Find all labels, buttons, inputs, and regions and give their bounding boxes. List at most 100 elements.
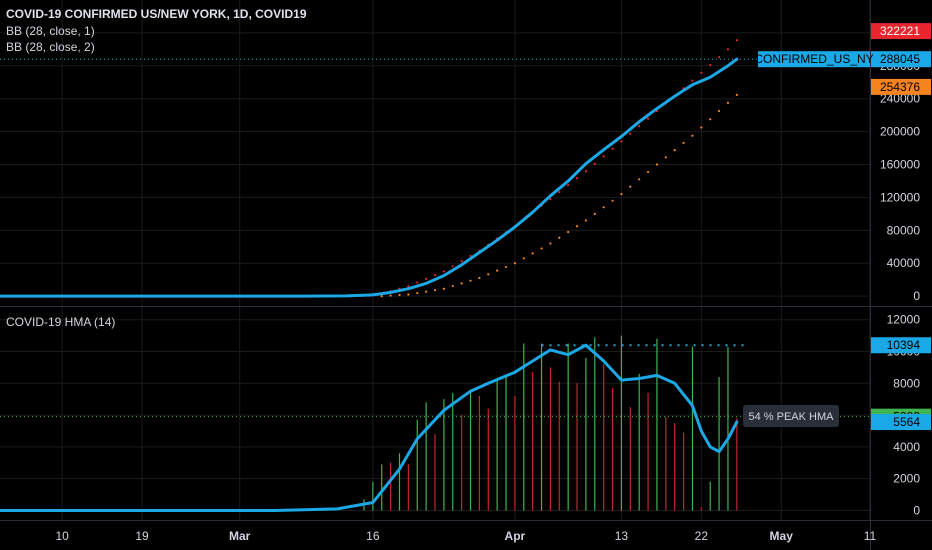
y-tick-label: 120000 [880,190,920,204]
series-line-confirmed-us-ny [0,57,739,298]
bb-lower-band-dot [717,109,721,113]
bb-lower-band-dot [735,93,738,96]
bb-upper-band-dot [735,39,738,42]
hma-value-tag: 5564 [871,414,931,431]
bb-lower-band-dot [478,276,481,280]
bb-lower-band-dot [425,290,428,293]
bb-lower-band-dot [646,170,650,174]
y-tick-label: 0 [913,289,920,303]
x-tick-label: 16 [366,529,380,543]
peak-value-tag-text: 10394 [887,338,921,352]
bb-upper-band-dot [407,285,410,288]
y-tick-label: 160000 [880,158,920,172]
bb-lower-band-dot [496,269,499,272]
series-name-tag: CONFIRMED_US_NY [754,51,874,68]
bb-upper-band-dot [726,48,730,51]
daily-bars [363,335,738,511]
bb-lower-band-dot [380,295,383,298]
close-value-tag-text: 288045 [880,52,920,66]
bb-lower-band-dot [682,141,685,145]
time-axis: 10 19 Mar 16 Apr 13 22 May 11 [55,529,876,543]
y-tick-label: 12000 [887,313,921,327]
bb-lower-band-dot [416,291,419,295]
bb-lower-band-dot [398,293,401,297]
bb-lower-band-dot [700,126,703,129]
bb-upper-value-tag-text: 322221 [880,24,920,38]
peak-annotation-text: 54 % PEAK HMA [749,411,835,423]
hma-line [0,343,739,512]
bb-upper-band-dot [442,270,445,273]
y-tick-label: 80000 [887,223,921,237]
bb-lower-band-dot [540,247,543,250]
hma-value-tag-text: 5564 [893,415,920,429]
x-tick-label: 10 [55,529,69,543]
bb-lower-band-dot [638,178,641,181]
x-tick-label: Apr [505,529,526,543]
x-tick-label: 22 [695,529,709,543]
bb-lower-band-dot [567,230,570,234]
bb-lower-value-tag: 254376 [871,78,931,95]
series-name-tag-text: CONFIRMED_US_NY [754,52,873,66]
bb-lower-band-dot [504,265,508,269]
bb-lower-band-dot [593,212,596,215]
bb-lower-band-dot [451,284,454,288]
bb-upper-band-dot [700,71,703,74]
bb-upper-band-dot [629,132,632,135]
bb-upper-band-dot [646,117,650,120]
bb-lower-band-dot [487,273,490,276]
hma-pane-title[interactable]: COVID-19 HMA (14) [6,315,116,329]
bb-lower-band-dot [611,199,614,202]
bb-lower-band-dot [558,236,561,239]
bb-lower-band-dot [513,262,516,265]
bb-lower-band-dot [575,225,579,228]
bb-lower-band [380,93,738,298]
bb-upper-band-dot [584,169,588,173]
y-tick-label: 240000 [880,92,920,106]
bb-upper-band-dot [567,183,570,187]
bb-upper-band-dot [602,155,605,158]
bb-lower-band-dot [469,279,472,282]
x-tick-label: 19 [135,529,149,543]
peak-annotation-bg [743,405,839,428]
bb-lower-band-dot [522,257,525,260]
bb-lower-band-dot [389,294,392,297]
bb-upper-band-dot [549,197,552,201]
bb-upper-band-dot [451,265,454,268]
bb-upper-band-dot [717,56,721,59]
x-tick-label: May [770,529,794,543]
bb-lower-value-tag-text: 254376 [880,80,920,94]
close-value-tag: 288045 [871,51,931,68]
bb-lower-band-dot [673,149,676,152]
grid-lines [0,0,871,520]
bb-lower-band-dot [433,289,437,292]
bb-upper-band-dot [558,190,561,194]
bb-upper-value-tag-bg [871,23,931,40]
y-tick-label: 4000 [893,440,920,454]
bb-lower-value-tag-bg [871,78,931,95]
bb-upper-band-dot [425,277,428,280]
bb-lower-band-dot [442,287,445,290]
bb-lower-band-dot [629,185,632,188]
x-tick-label: 13 [615,529,629,543]
bb-lower-band-dot [664,156,667,159]
peak-annotation: 54 % PEAK HMA [743,405,839,428]
bb-lower-band-dot [549,242,552,245]
indicator-bb-2-label[interactable]: BB (28, close, 2) [6,40,95,54]
y-tick-label: 40000 [887,256,921,270]
bb-upper-band-dot [611,147,614,150]
bb-lower-band-dot [460,282,463,285]
bollinger-bands [380,39,738,298]
y-tick-label: 8000 [893,376,920,390]
y-tick-label: 2000 [893,472,920,486]
bb-upper-band-dot [460,260,463,263]
bb-upper-band-dot [691,79,694,82]
indicator-bb-1-label[interactable]: BB (28, close, 1) [6,24,95,38]
x-tick-label: 11 [864,529,877,543]
bb-upper-band-dot [638,125,641,128]
chart-title: COVID-19 CONFIRMED US/NEW YORK, 1D, COVI… [6,7,307,21]
peak-value-tag-bg [871,337,931,354]
series-name-tag-bg [758,51,870,68]
bb-upper-band-dot [433,274,437,277]
